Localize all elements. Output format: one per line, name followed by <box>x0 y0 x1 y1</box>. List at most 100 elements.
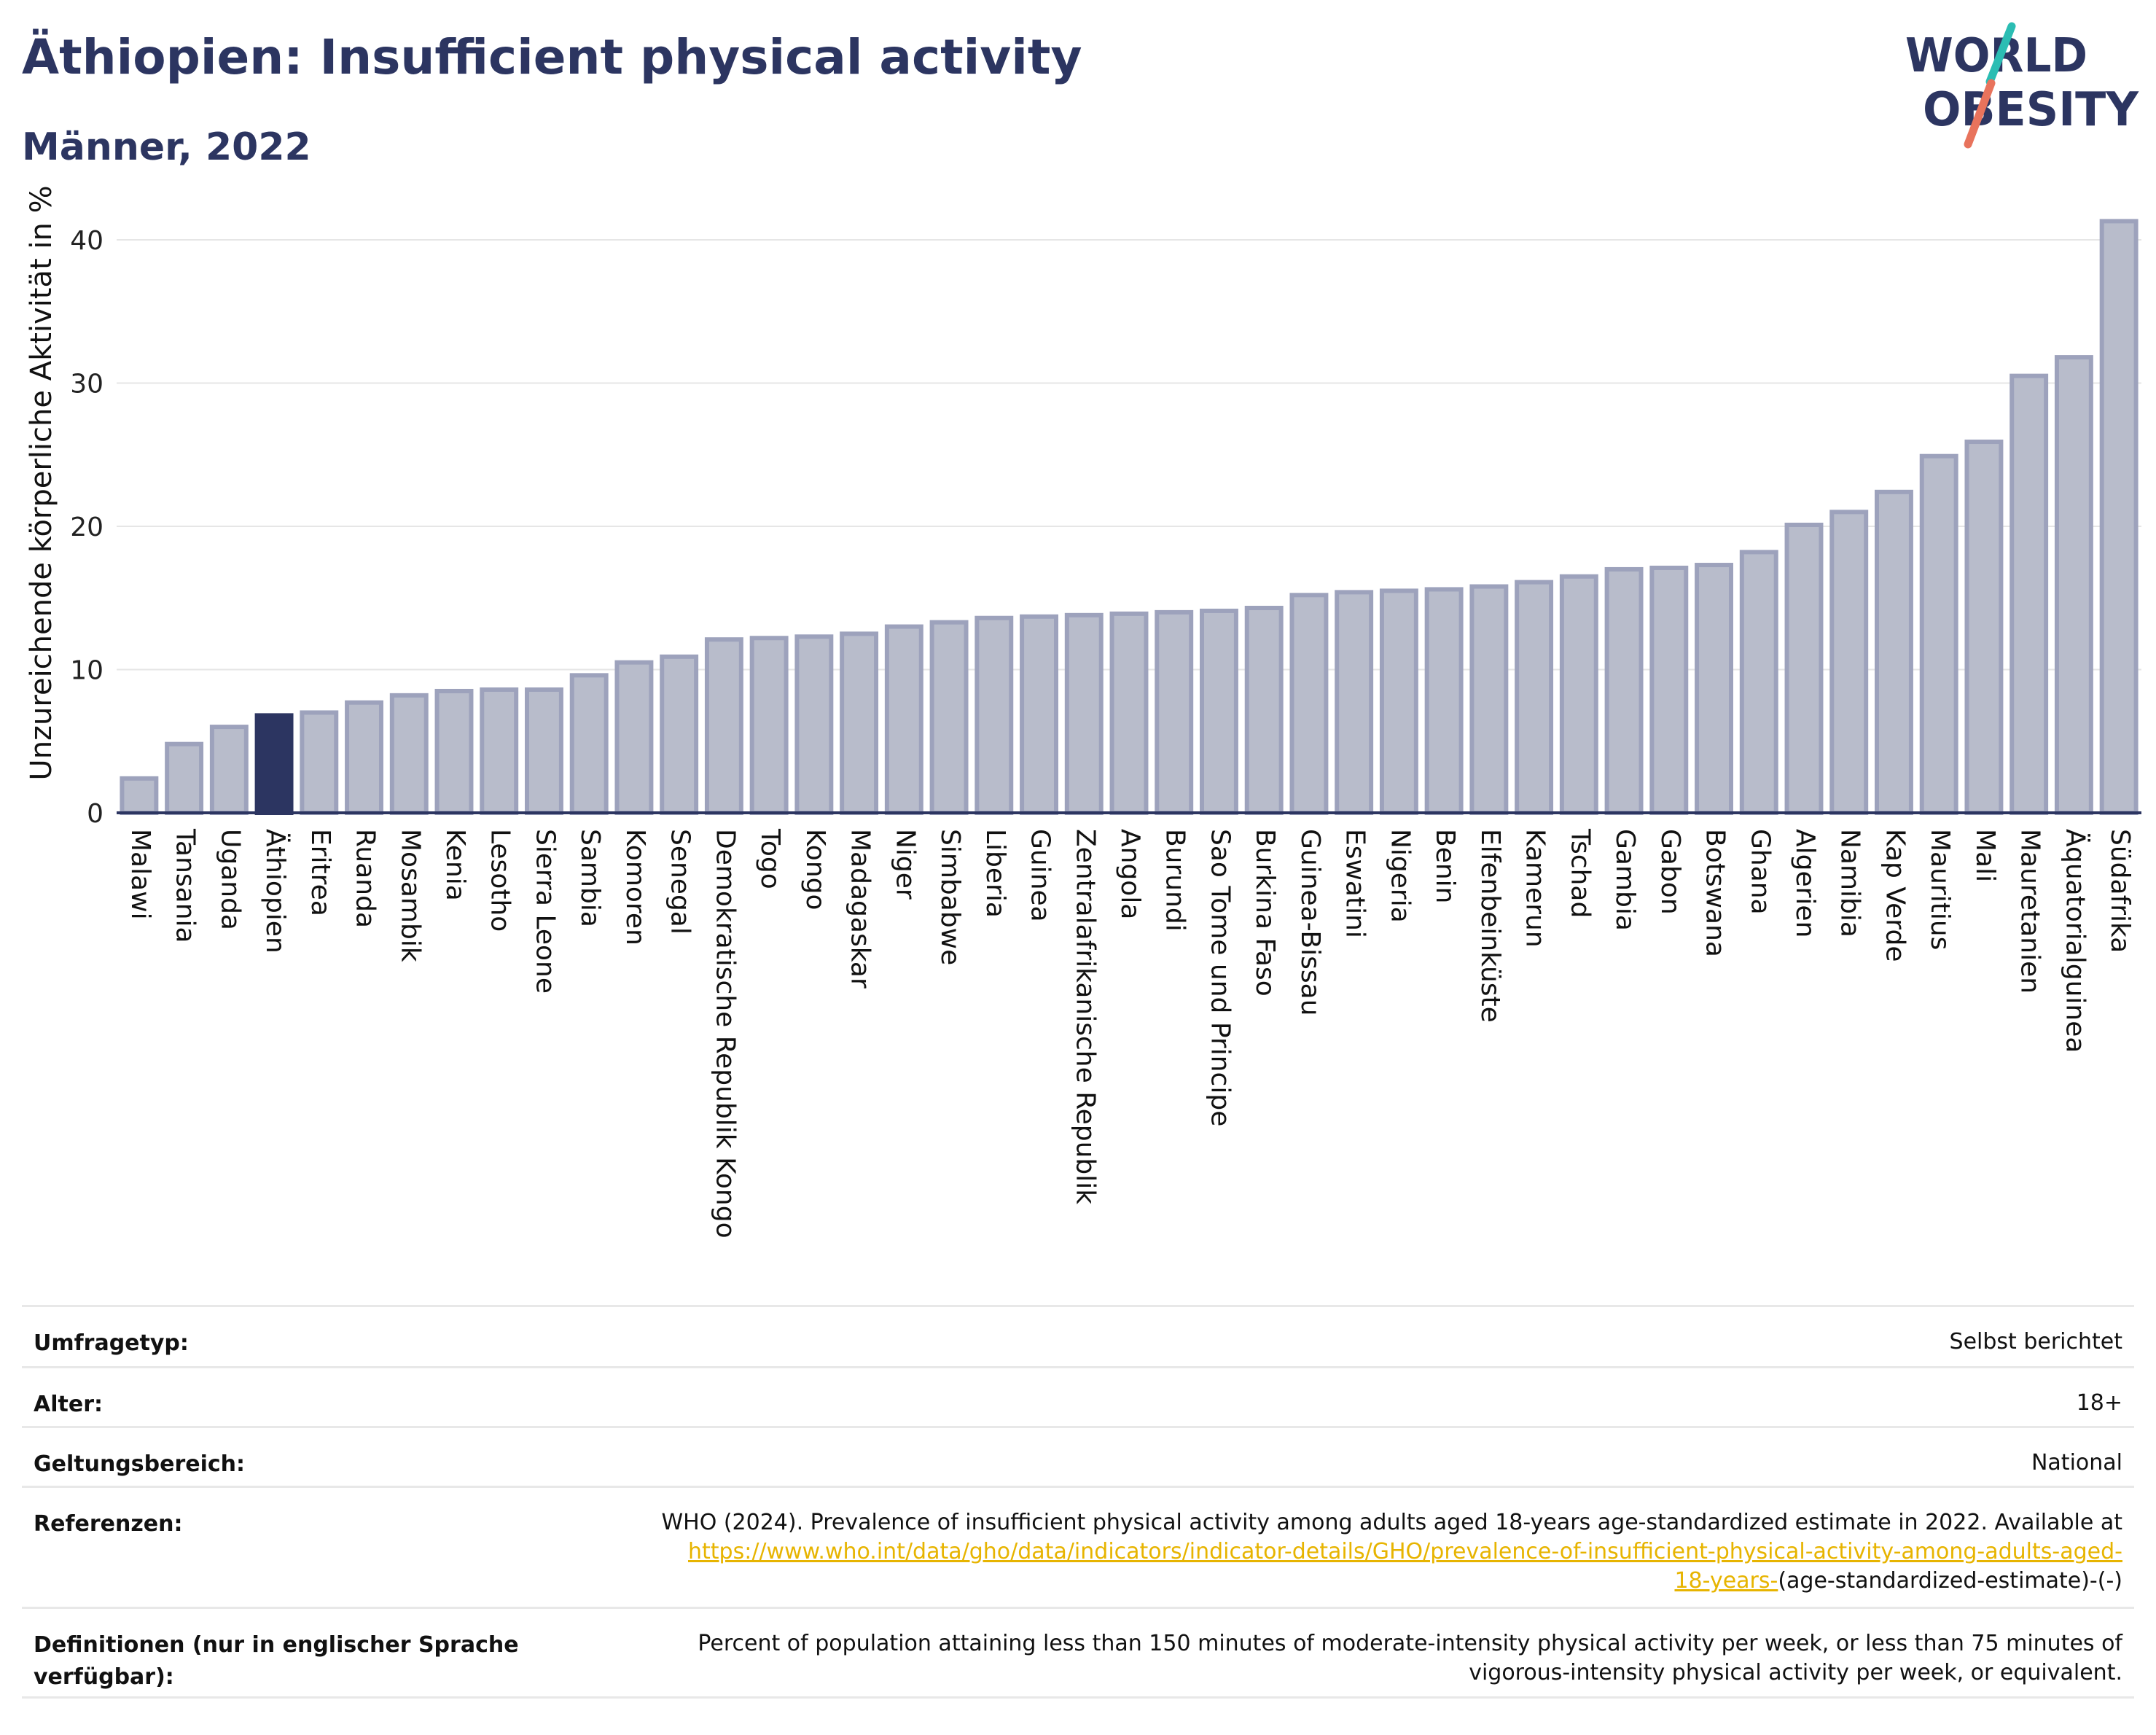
definitions-label-line2: verfügbar): <box>34 1664 174 1690</box>
x-tick-label: Kamerun <box>1520 829 1550 948</box>
y-tick-label: 10 <box>70 655 103 685</box>
bar <box>1739 550 1778 815</box>
x-tick-label: Sao Tome und Principe <box>1205 829 1235 1126</box>
y-tick-label: 0 <box>87 799 103 829</box>
x-tick-label: Uganda <box>215 829 245 930</box>
survey-type-value: Selbst berichtet <box>1949 1329 2122 1354</box>
age-value: 18+ <box>2076 1390 2122 1416</box>
bar <box>434 688 474 815</box>
bar <box>1964 440 2004 816</box>
bar <box>840 631 879 816</box>
bar <box>1335 590 1374 815</box>
x-tick-label: Benin <box>1430 829 1460 903</box>
x-tick-label: Niger <box>890 829 920 900</box>
y-axis-ticks: 0 10 20 30 40 <box>70 226 103 829</box>
x-tick-label: Namibia <box>1835 829 1865 937</box>
bar <box>120 776 159 815</box>
world-obesity-logo: WORLD OBESITY <box>1905 22 2139 149</box>
bar <box>1155 609 1194 815</box>
y-tick-label: 40 <box>70 226 103 256</box>
x-tick-label: Kenia <box>440 829 470 901</box>
x-tick-label: Mauritius <box>1925 829 1955 950</box>
references-label: Referenzen: <box>34 1511 183 1537</box>
bar <box>660 654 699 815</box>
bar <box>2054 355 2093 815</box>
x-tick-label: Senegal <box>665 829 695 935</box>
x-tick-label: Kap Verde <box>1880 829 1910 962</box>
info-row-references: Referenzen: WHO (2024). Prevalence of in… <box>22 1486 2134 1607</box>
bar <box>1604 566 1644 815</box>
y-tick-label: 30 <box>70 369 103 399</box>
bar <box>1784 523 1824 816</box>
bar <box>1289 593 1329 815</box>
definitions-value: Percent of population attaining less tha… <box>698 1609 2134 1688</box>
x-tick-label: Eritrea <box>305 829 335 916</box>
age-label: Alter: <box>34 1392 103 1417</box>
info-table: Umfragetyp: Selbst berichtet Alter: 18+ … <box>22 1305 2134 1699</box>
x-tick-label: Botswana <box>1700 829 1730 957</box>
bar <box>1559 574 1598 815</box>
x-tick-label: Äthiopien <box>260 829 291 954</box>
definitions-label: Definitionen (nur in englischer Sprache … <box>22 1609 519 1693</box>
logo-text-obesity: OBESITY <box>1923 83 2139 137</box>
x-tick-label: Südafrika <box>2105 829 2135 953</box>
bar <box>345 700 383 815</box>
x-tick-label: Burkina Faso <box>1250 829 1280 997</box>
bar <box>209 725 249 815</box>
references-suffix: (age-standardized-estimate)-(-) <box>1778 1568 2122 1594</box>
bar <box>884 624 923 816</box>
bar <box>389 693 429 816</box>
bar <box>1379 588 1418 815</box>
x-axis-labels: Malawi Tansania Uganda Äthiopien Eritrea Ruan… <box>125 828 2135 1239</box>
info-row-scope: Geltungsbereich: National <box>22 1426 2134 1486</box>
x-tick-label: Sambia <box>575 829 605 927</box>
bar <box>1875 489 1913 815</box>
bar <box>929 620 969 815</box>
references-text: WHO (2024). Prevalence of insufficient p… <box>661 1510 2122 1535</box>
bar-highlight <box>254 713 294 815</box>
y-tick-label: 20 <box>70 512 103 542</box>
info-row-age: Alter: 18+ <box>22 1366 2134 1426</box>
bar <box>1200 608 1238 815</box>
bar <box>704 637 743 816</box>
x-tick-label: Nigeria <box>1385 829 1415 923</box>
x-tick-label: Lesotho <box>485 829 515 932</box>
x-tick-label: Ruanda <box>351 829 380 928</box>
references-link-part1[interactable]: https://www.who.int/data/gho/data/indica… <box>688 1539 2122 1564</box>
bar <box>1515 580 1554 815</box>
bar <box>749 636 789 815</box>
bar <box>2009 373 2049 815</box>
bar <box>614 660 654 815</box>
bar <box>1649 565 1689 815</box>
x-tick-label: Mosambik <box>395 829 425 962</box>
bar <box>165 741 204 816</box>
x-tick-label: Eswatini <box>1340 829 1370 938</box>
x-tick-label: Gambia <box>1610 829 1640 931</box>
scope-value: National <box>2031 1450 2122 1475</box>
x-tick-label: Madagaskar <box>845 829 875 989</box>
info-row-definitions: Definitionen (nur in englischer Sprache … <box>22 1607 2134 1699</box>
chart-subtitle: Männer, 2022 <box>22 125 311 169</box>
scope-label: Geltungsbereich: <box>34 1451 246 1477</box>
survey-type-label: Umfragetyp: <box>34 1330 189 1356</box>
bar <box>975 615 1014 816</box>
x-tick-label: Guinea <box>1026 829 1055 922</box>
y-axis-label: Unzureichende körperliche Aktivität in % <box>25 185 58 780</box>
references-link-part2[interactable]: 18-years- <box>1674 1568 1778 1594</box>
bar <box>1829 510 1869 815</box>
bar <box>480 687 519 815</box>
bar <box>1020 614 1058 815</box>
x-tick-label: Mauretanien <box>2015 829 2045 994</box>
bar <box>2099 219 2139 815</box>
x-tick-label: Malawi <box>125 829 155 920</box>
definitions-text-line1: Percent of population attaining less tha… <box>698 1631 2122 1656</box>
bar <box>525 687 563 815</box>
logo-slash-teal <box>1985 22 2016 86</box>
info-row-survey-type: Umfragetyp: Selbst berichtet <box>22 1305 2134 1366</box>
bar <box>569 673 609 815</box>
bar <box>794 634 834 816</box>
chart-title: Äthiopien: Insufficient physical activit… <box>22 29 1082 85</box>
bar <box>1469 584 1509 816</box>
x-tick-label: Äquatorialguinea <box>2060 829 2090 1053</box>
x-tick-label: Ghana <box>1745 829 1775 915</box>
